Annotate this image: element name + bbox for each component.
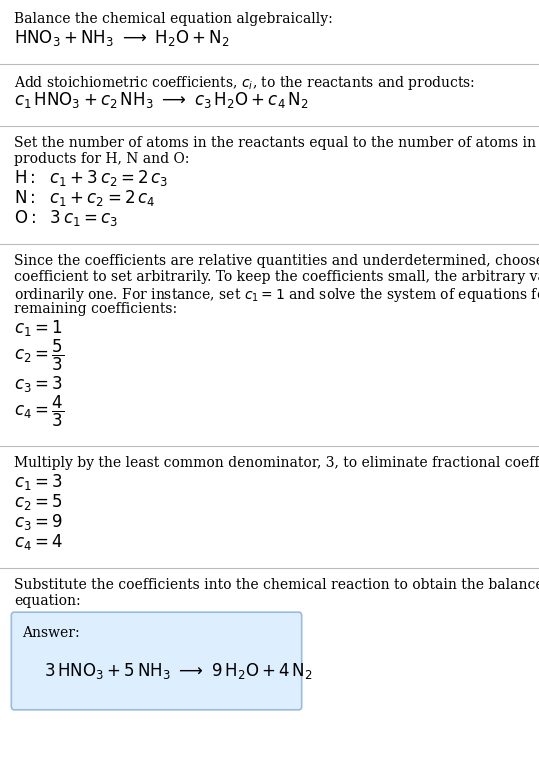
Text: $\mathrm{N:} \ \ c_1 + c_2 = 2\,c_4$: $\mathrm{N:} \ \ c_1 + c_2 = 2\,c_4$ [14, 188, 155, 208]
FancyBboxPatch shape [11, 612, 302, 710]
Text: Multiply by the least common denominator, 3, to eliminate fractional coefficient: Multiply by the least common denominator… [14, 456, 539, 470]
Text: ordinarily one. For instance, set $c_1 = 1$ and solve the system of equations fo: ordinarily one. For instance, set $c_1 =… [14, 286, 539, 304]
Text: $c_2 = 5$: $c_2 = 5$ [14, 492, 63, 512]
Text: $\mathrm{H:} \ \ c_1 + 3\,c_2 = 2\,c_3$: $\mathrm{H:} \ \ c_1 + 3\,c_2 = 2\,c_3$ [14, 168, 169, 188]
Text: $\mathrm{O:} \ \ 3\,c_1 = c_3$: $\mathrm{O:} \ \ 3\,c_1 = c_3$ [14, 208, 119, 228]
Text: Add stoichiometric coefficients, $c_i$, to the reactants and products:: Add stoichiometric coefficients, $c_i$, … [14, 74, 475, 92]
Text: $c_2 = \dfrac{5}{3}$: $c_2 = \dfrac{5}{3}$ [14, 338, 64, 373]
Text: Set the number of atoms in the reactants equal to the number of atoms in the: Set the number of atoms in the reactants… [14, 136, 539, 150]
Text: coefficient to set arbitrarily. To keep the coefficients small, the arbitrary va: coefficient to set arbitrarily. To keep … [14, 270, 539, 284]
Text: products for H, N and O:: products for H, N and O: [14, 152, 189, 166]
Text: Answer:: Answer: [22, 626, 80, 640]
Text: $c_3 = 9$: $c_3 = 9$ [14, 512, 63, 532]
Text: remaining coefficients:: remaining coefficients: [14, 302, 177, 316]
Text: $c_4 = 4$: $c_4 = 4$ [14, 532, 63, 552]
Text: Substitute the coefficients into the chemical reaction to obtain the balanced: Substitute the coefficients into the che… [14, 578, 539, 592]
Text: Since the coefficients are relative quantities and underdetermined, choose a: Since the coefficients are relative quan… [14, 254, 539, 268]
Text: $c_1 = 1$: $c_1 = 1$ [14, 318, 63, 338]
Text: $\mathrm{HNO_3 + NH_3 \ \longrightarrow \ H_2O + N_2}$: $\mathrm{HNO_3 + NH_3 \ \longrightarrow … [14, 28, 230, 48]
Text: equation:: equation: [14, 594, 81, 608]
Text: $c_4 = \dfrac{4}{3}$: $c_4 = \dfrac{4}{3}$ [14, 394, 64, 429]
Text: $3\,\mathrm{HNO_3} + 5\,\mathrm{NH_3} \ \longrightarrow \ 9\,\mathrm{H_2O} + 4\,: $3\,\mathrm{HNO_3} + 5\,\mathrm{NH_3} \ … [44, 661, 313, 681]
Text: $c_1 = 3$: $c_1 = 3$ [14, 472, 63, 492]
Text: $c_1\,\mathrm{HNO_3} + c_2\,\mathrm{NH_3} \ \longrightarrow \ c_3\,\mathrm{H_2O}: $c_1\,\mathrm{HNO_3} + c_2\,\mathrm{NH_3… [14, 90, 308, 110]
Text: Balance the chemical equation algebraically:: Balance the chemical equation algebraica… [14, 12, 333, 26]
Text: $c_3 = 3$: $c_3 = 3$ [14, 374, 63, 394]
